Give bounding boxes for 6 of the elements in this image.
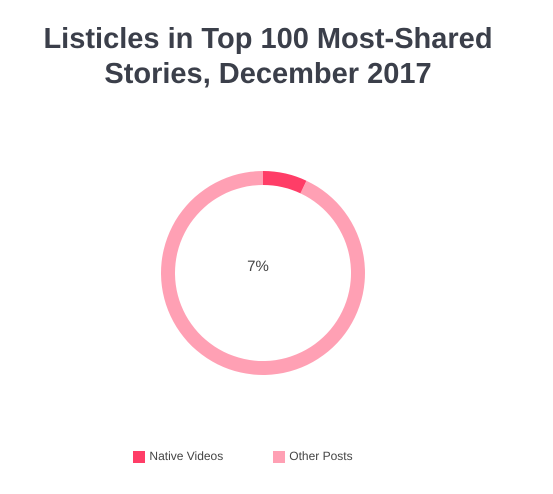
donut-slice bbox=[263, 171, 306, 194]
text: 7% bbox=[246, 258, 270, 275]
legend-label: Other Posts bbox=[289, 449, 353, 463]
legend-label: Native Videos bbox=[149, 449, 224, 463]
donut-slice bbox=[161, 171, 365, 375]
chart-title: Listicles in Top 100 Most-Shared Stories, December 2017 bbox=[42, 22, 494, 92]
